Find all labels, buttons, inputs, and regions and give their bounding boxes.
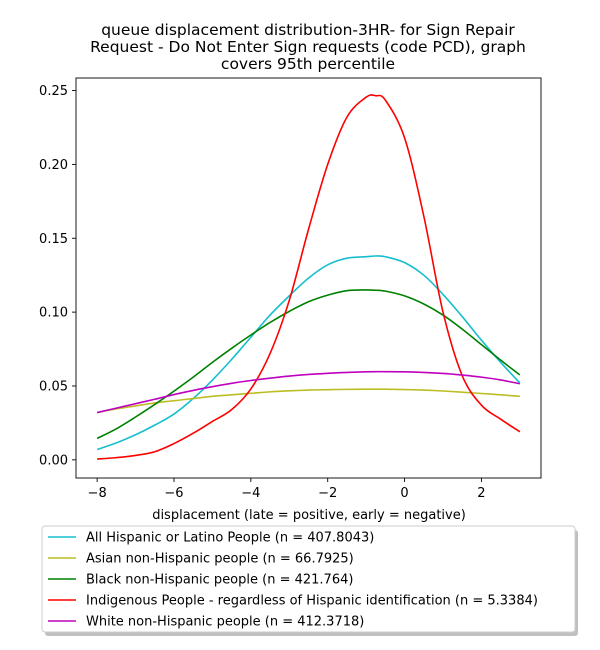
chart-title: queue displacement distribution-3HR- for… bbox=[90, 21, 526, 73]
plot-frame bbox=[75, 77, 542, 479]
x-tick-label: −2 bbox=[318, 486, 337, 501]
y-tick-label: 0.15 bbox=[39, 232, 68, 247]
x-tick-label: −8 bbox=[88, 486, 107, 501]
y-tick-label: 0.20 bbox=[39, 158, 68, 173]
y-tick-label: 0.05 bbox=[39, 379, 68, 394]
x-tick-label: 2 bbox=[477, 486, 485, 501]
y-tick-label: 0.00 bbox=[39, 453, 68, 468]
chart-title-line: queue displacement distribution-3HR- for… bbox=[101, 21, 515, 39]
legend-entry-4: White non-Hispanic people (n = 412.3718) bbox=[86, 615, 364, 630]
legend-entry-1: Asian non-Hispanic people (n = 66.7925) bbox=[86, 552, 354, 567]
series-line-3 bbox=[97, 94, 521, 460]
x-tick-label: −4 bbox=[241, 486, 260, 501]
legend: All Hispanic or Latino People (n = 407.8… bbox=[41, 525, 578, 636]
legend-entry-2: Black non-Hispanic people (n = 421.764) bbox=[86, 573, 353, 588]
chart-title-line: covers 95th percentile bbox=[221, 55, 395, 73]
x-tick-label: 0 bbox=[400, 486, 408, 501]
series-line-1 bbox=[96, 388, 520, 414]
legend-entry-3: Indigenous People - regardless of Hispan… bbox=[86, 594, 538, 609]
y-axis-ticks: 0.00 0.05 0.10 0.15 0.20 0.25 bbox=[39, 84, 76, 468]
legend-box bbox=[41, 525, 576, 633]
y-tick-label: 0.25 bbox=[39, 84, 68, 99]
chart-title-line: Request - Do Not Enter Sign requests (co… bbox=[90, 38, 526, 56]
x-tick-label: −6 bbox=[164, 486, 183, 501]
x-axis-label: displacement (late = positive, early = n… bbox=[152, 508, 466, 523]
legend-entry-0: All Hispanic or Latino People (n = 407.8… bbox=[86, 531, 374, 546]
series-line-4 bbox=[96, 370, 521, 414]
series-lines bbox=[96, 94, 521, 460]
series-line-0 bbox=[96, 255, 521, 451]
series-line-2 bbox=[96, 289, 521, 440]
y-tick-label: 0.10 bbox=[39, 306, 68, 321]
plot-area bbox=[75, 77, 542, 479]
x-axis-ticks: −8 −6 −4 −2 0 2 bbox=[88, 478, 486, 501]
